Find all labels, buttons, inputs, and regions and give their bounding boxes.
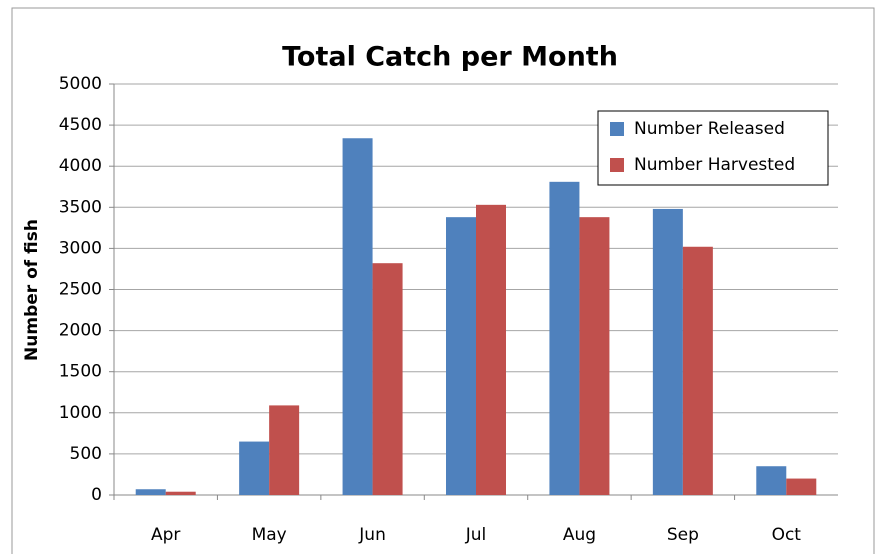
y-tick-label: 3000 [59,238,102,258]
bar [342,138,373,495]
x-tick-label: Sep [667,525,699,545]
y-tick-label: 500 [70,444,102,464]
y-tick-label: 1000 [59,403,102,423]
bar [549,181,580,495]
bar [652,208,683,495]
bar [269,405,300,495]
y-tick-label: 5000 [59,74,102,94]
legend-label: Number Harvested [634,155,795,175]
y-tick-label: 3500 [59,197,102,217]
bar [756,466,787,495]
y-tick-label: 2500 [59,280,102,300]
bar [135,489,166,495]
legend-label: Number Released [634,119,785,139]
x-tick-label: Aug [563,525,596,545]
y-tick-label: 4000 [59,156,102,176]
bar [786,478,817,495]
legend-box [597,110,829,186]
chart-title: Total Catch per Month [282,42,618,73]
x-tick-label: Apr [151,525,180,545]
legend-swatch [610,158,624,172]
bar [579,217,610,495]
chart-frame [11,7,875,554]
bar [239,441,270,495]
x-tick-label: Oct [772,525,802,545]
x-tick-label: May [252,525,287,545]
y-tick-label: 1500 [59,362,102,382]
bar [372,263,403,495]
y-tick-label: 2000 [59,321,102,341]
bar [682,246,713,495]
x-tick-label: Jun [358,525,386,545]
bar [476,204,506,496]
y-axis-label: Number of fish [22,219,42,361]
y-tick-label: 0 [91,485,102,505]
legend-swatch [610,122,624,136]
bar [165,491,196,495]
y-tick-label: 4500 [59,115,102,135]
x-tick-label: Jul [465,525,487,545]
bar [446,217,476,495]
